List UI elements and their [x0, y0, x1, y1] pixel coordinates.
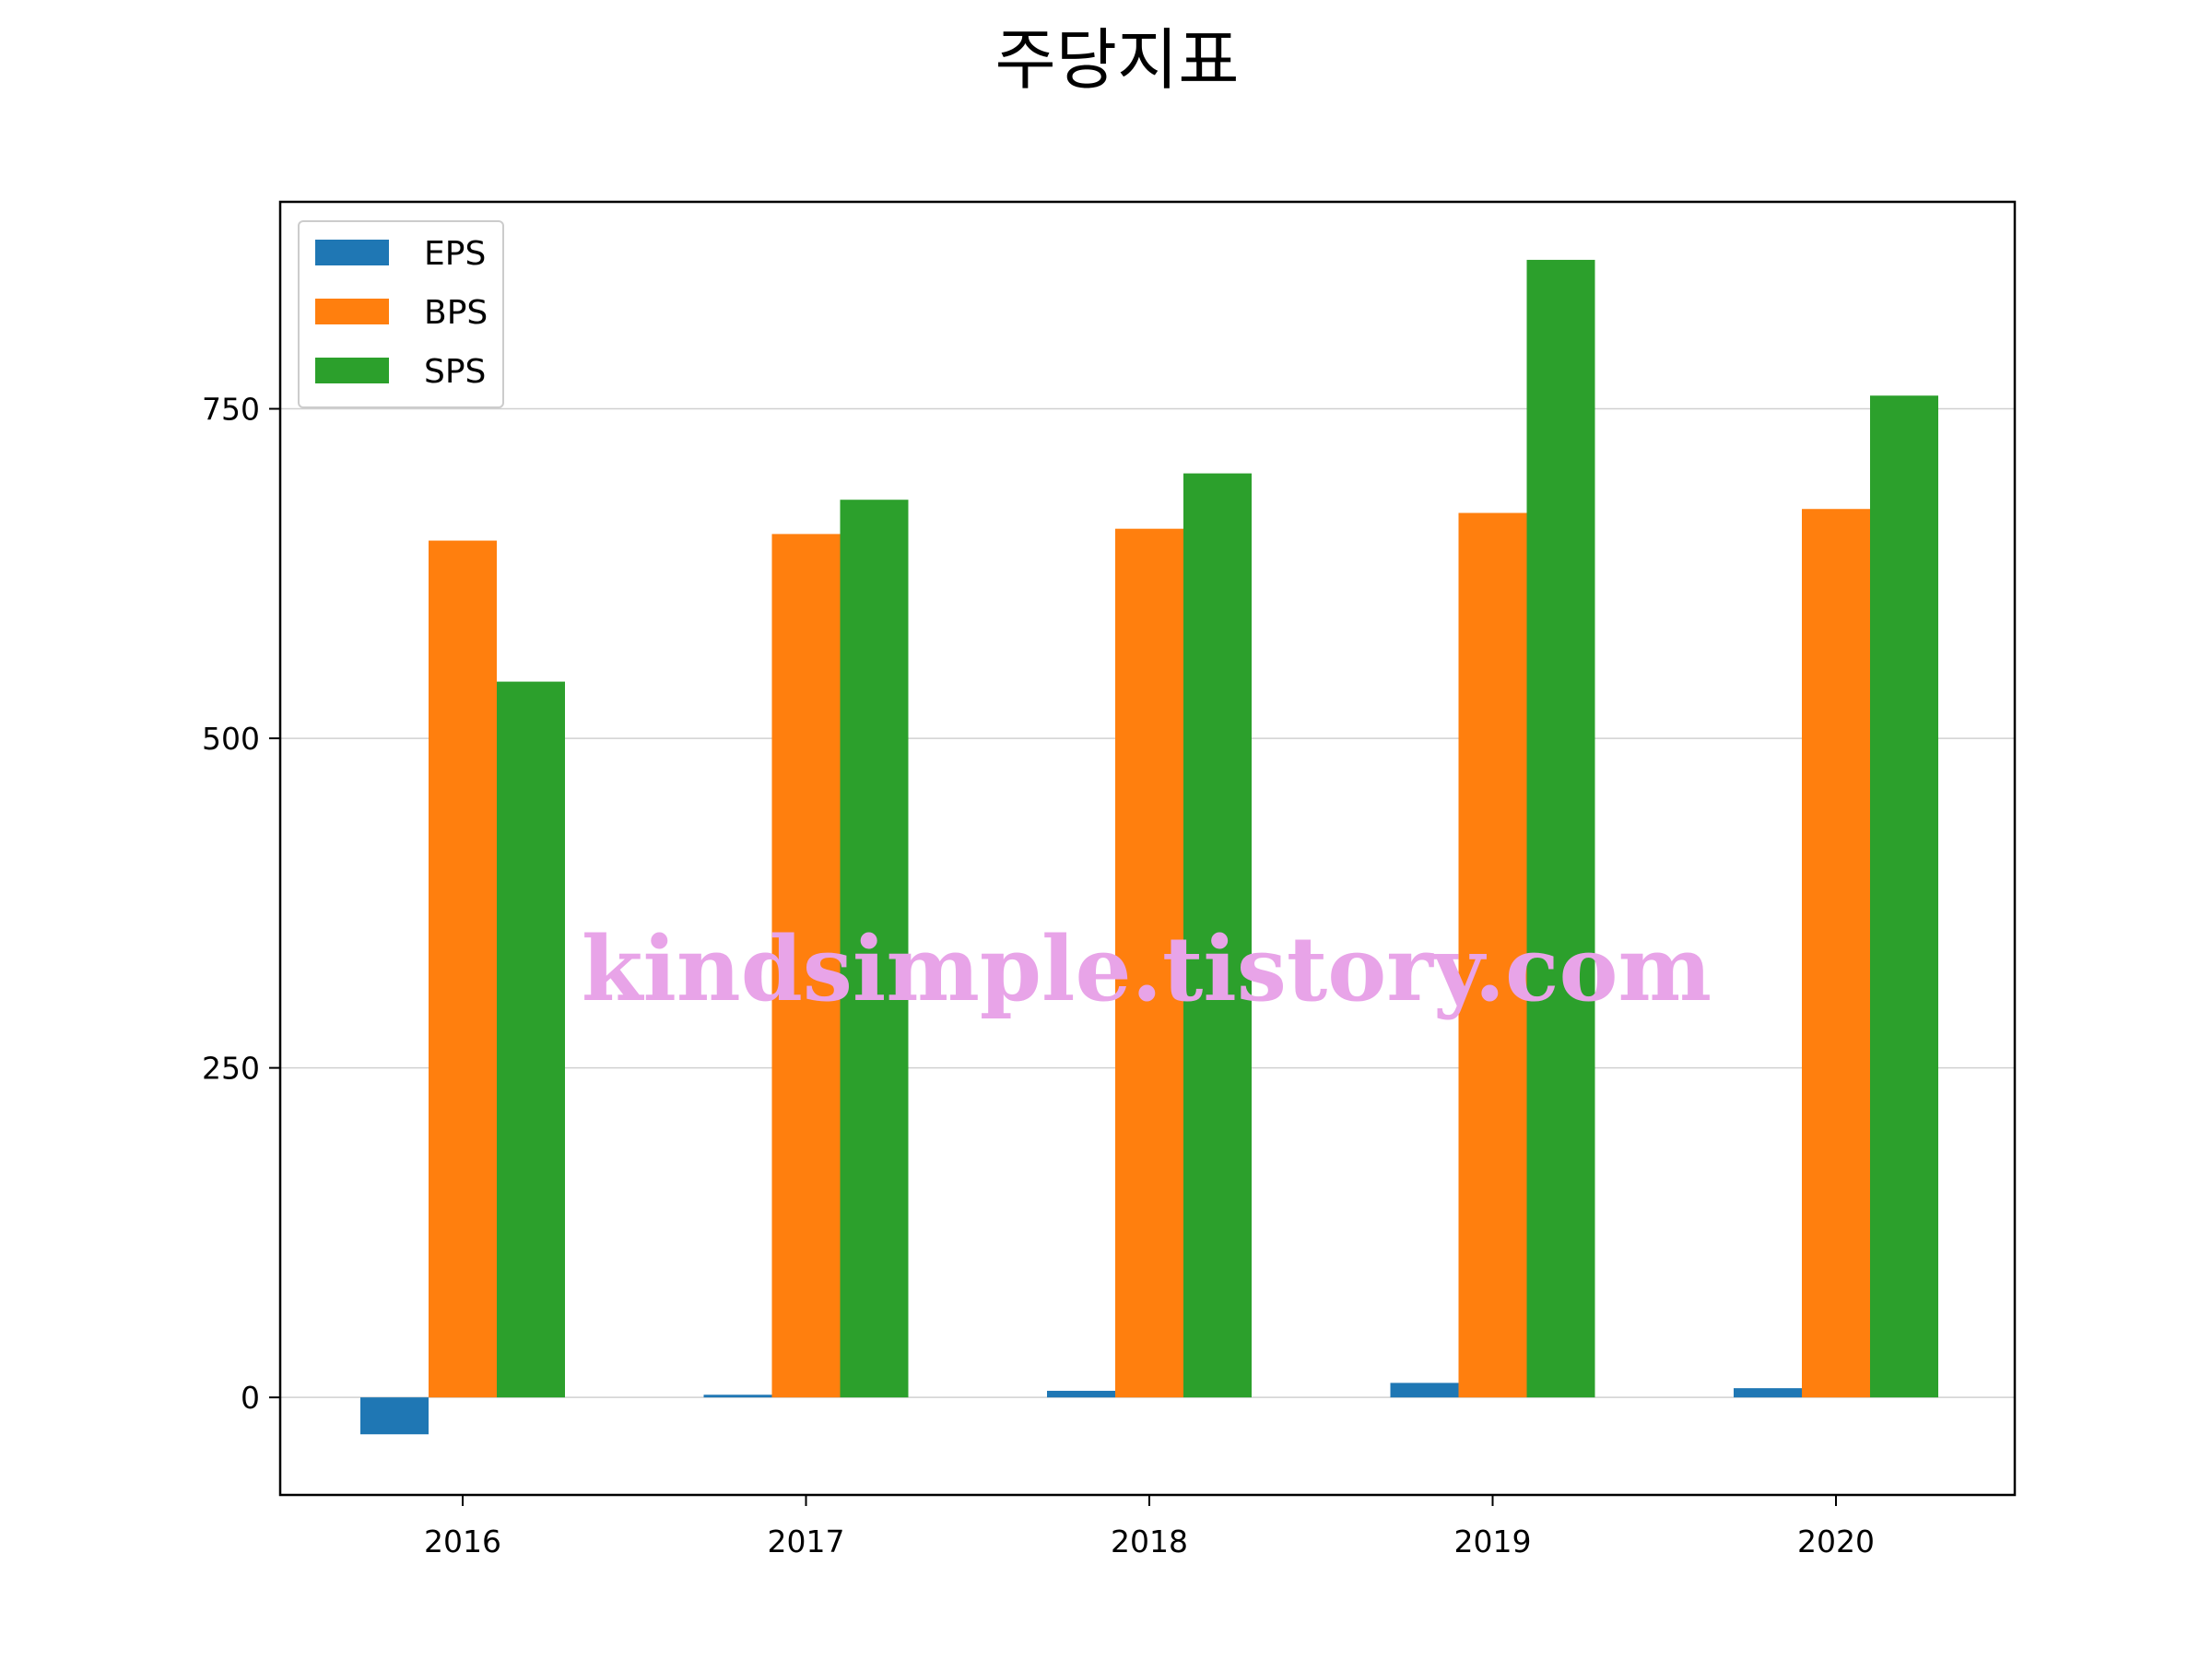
bar-sps-2018 [1183, 473, 1252, 1398]
bars [360, 259, 1938, 1435]
legend-label-eps: EPS [424, 235, 486, 273]
x-tick-label: 2019 [1454, 1524, 1532, 1559]
legend-label-bps: BPS [424, 294, 488, 332]
bar-bps-2020 [1802, 509, 1870, 1398]
legend-swatch-eps [315, 240, 389, 265]
bar-sps-2017 [840, 500, 909, 1398]
y-tick-label: 250 [202, 1051, 260, 1087]
legend-swatch-sps [315, 358, 389, 383]
y-tick-label: 500 [202, 721, 260, 757]
watermark: kindsimple.tistory.com [582, 917, 1712, 1021]
bar-eps-2018 [1047, 1391, 1115, 1398]
bar-bps-2018 [1115, 528, 1183, 1398]
y-tick-label: 0 [241, 1380, 260, 1416]
bar-bps-2016 [429, 540, 497, 1398]
bar-eps-2017 [703, 1394, 772, 1398]
x-tick-label: 2017 [768, 1524, 845, 1559]
y-tick-label: 750 [202, 392, 260, 428]
bar-eps-2020 [1734, 1388, 1802, 1398]
chart-title: 주당지표 [995, 21, 1240, 99]
bar-eps-2016 [360, 1397, 429, 1435]
bar-sps-2019 [1526, 259, 1595, 1398]
x-tick-label: 2020 [1797, 1524, 1875, 1559]
plot-frame [278, 200, 2017, 1497]
axes: 0 250 500 750 2016 2017 2018 2019 2020 [202, 200, 2017, 1559]
x-tick-label: 2018 [1111, 1524, 1188, 1559]
bar-sps-2020 [1870, 395, 1938, 1398]
x-tick-label: 2016 [424, 1524, 501, 1559]
bar-bps-2017 [771, 534, 841, 1398]
legend-swatch-bps [315, 299, 389, 324]
bar-eps-2019 [1390, 1382, 1459, 1398]
bar-sps-2016 [497, 681, 565, 1398]
legend: EPS BPS SPS [298, 220, 504, 408]
legend-label-sps: SPS [424, 353, 486, 391]
bar-bps-2019 [1458, 512, 1527, 1398]
